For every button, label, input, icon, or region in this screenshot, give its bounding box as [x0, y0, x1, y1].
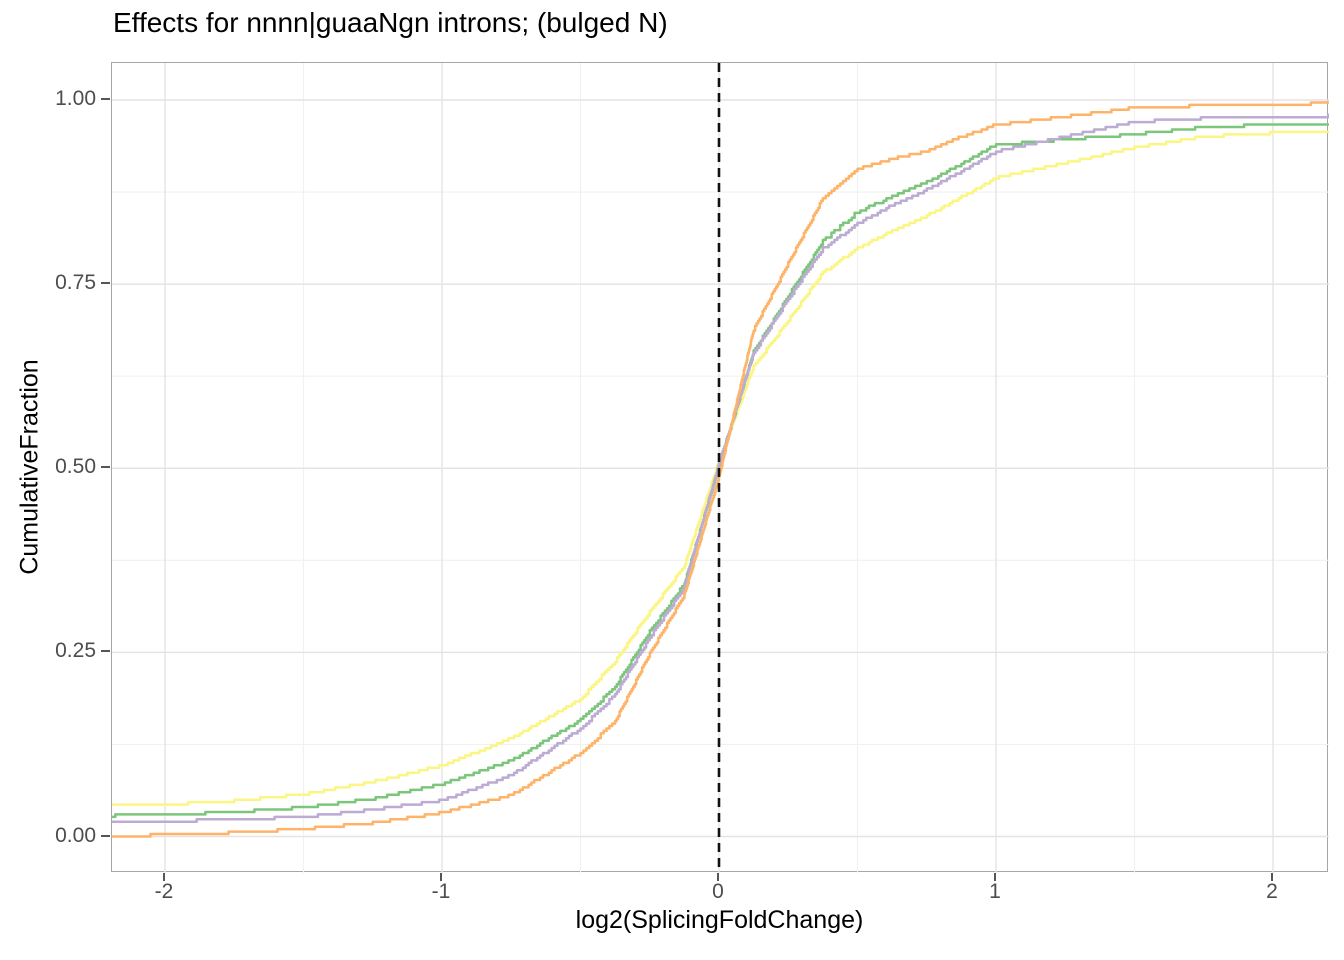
x-tick	[1271, 873, 1273, 881]
x-tick	[440, 873, 442, 881]
orange-curve	[112, 101, 1329, 838]
x-tick-label: 0	[712, 880, 724, 903]
y-tick	[101, 98, 110, 100]
y-tick	[101, 282, 110, 285]
x-tick-label: 1	[989, 880, 1001, 903]
y-tick-label: 0.75	[55, 271, 96, 295]
y-tick-label: 0.50	[55, 455, 96, 479]
y-tick	[101, 650, 110, 653]
ecdf-curves	[112, 101, 1329, 838]
x-tick	[163, 873, 165, 881]
x-tick	[717, 873, 719, 881]
y-tick	[101, 834, 110, 837]
x-tick-label: -1	[431, 880, 451, 903]
y-tick-label: 0.25	[55, 639, 96, 663]
y-tick-label: 0.00	[55, 823, 96, 847]
plot-panel	[111, 62, 1329, 873]
x-tick-label: -2	[154, 880, 174, 903]
chart-title: Effects for nnnn|guaaNgn introns; (bulge…	[113, 7, 668, 38]
x-tick-label: 2	[1266, 880, 1278, 903]
y-tick	[101, 466, 110, 469]
plot-canvas	[112, 63, 1329, 873]
purple-curve	[112, 113, 1329, 824]
y-axis-title: CumulativeFraction	[15, 359, 44, 575]
gridlines-minor	[112, 63, 1329, 873]
x-tick	[994, 873, 996, 881]
x-axis-title: log2(SplicingFoldChange)	[575, 906, 864, 934]
y-tick-label: 1.00	[55, 87, 96, 110]
